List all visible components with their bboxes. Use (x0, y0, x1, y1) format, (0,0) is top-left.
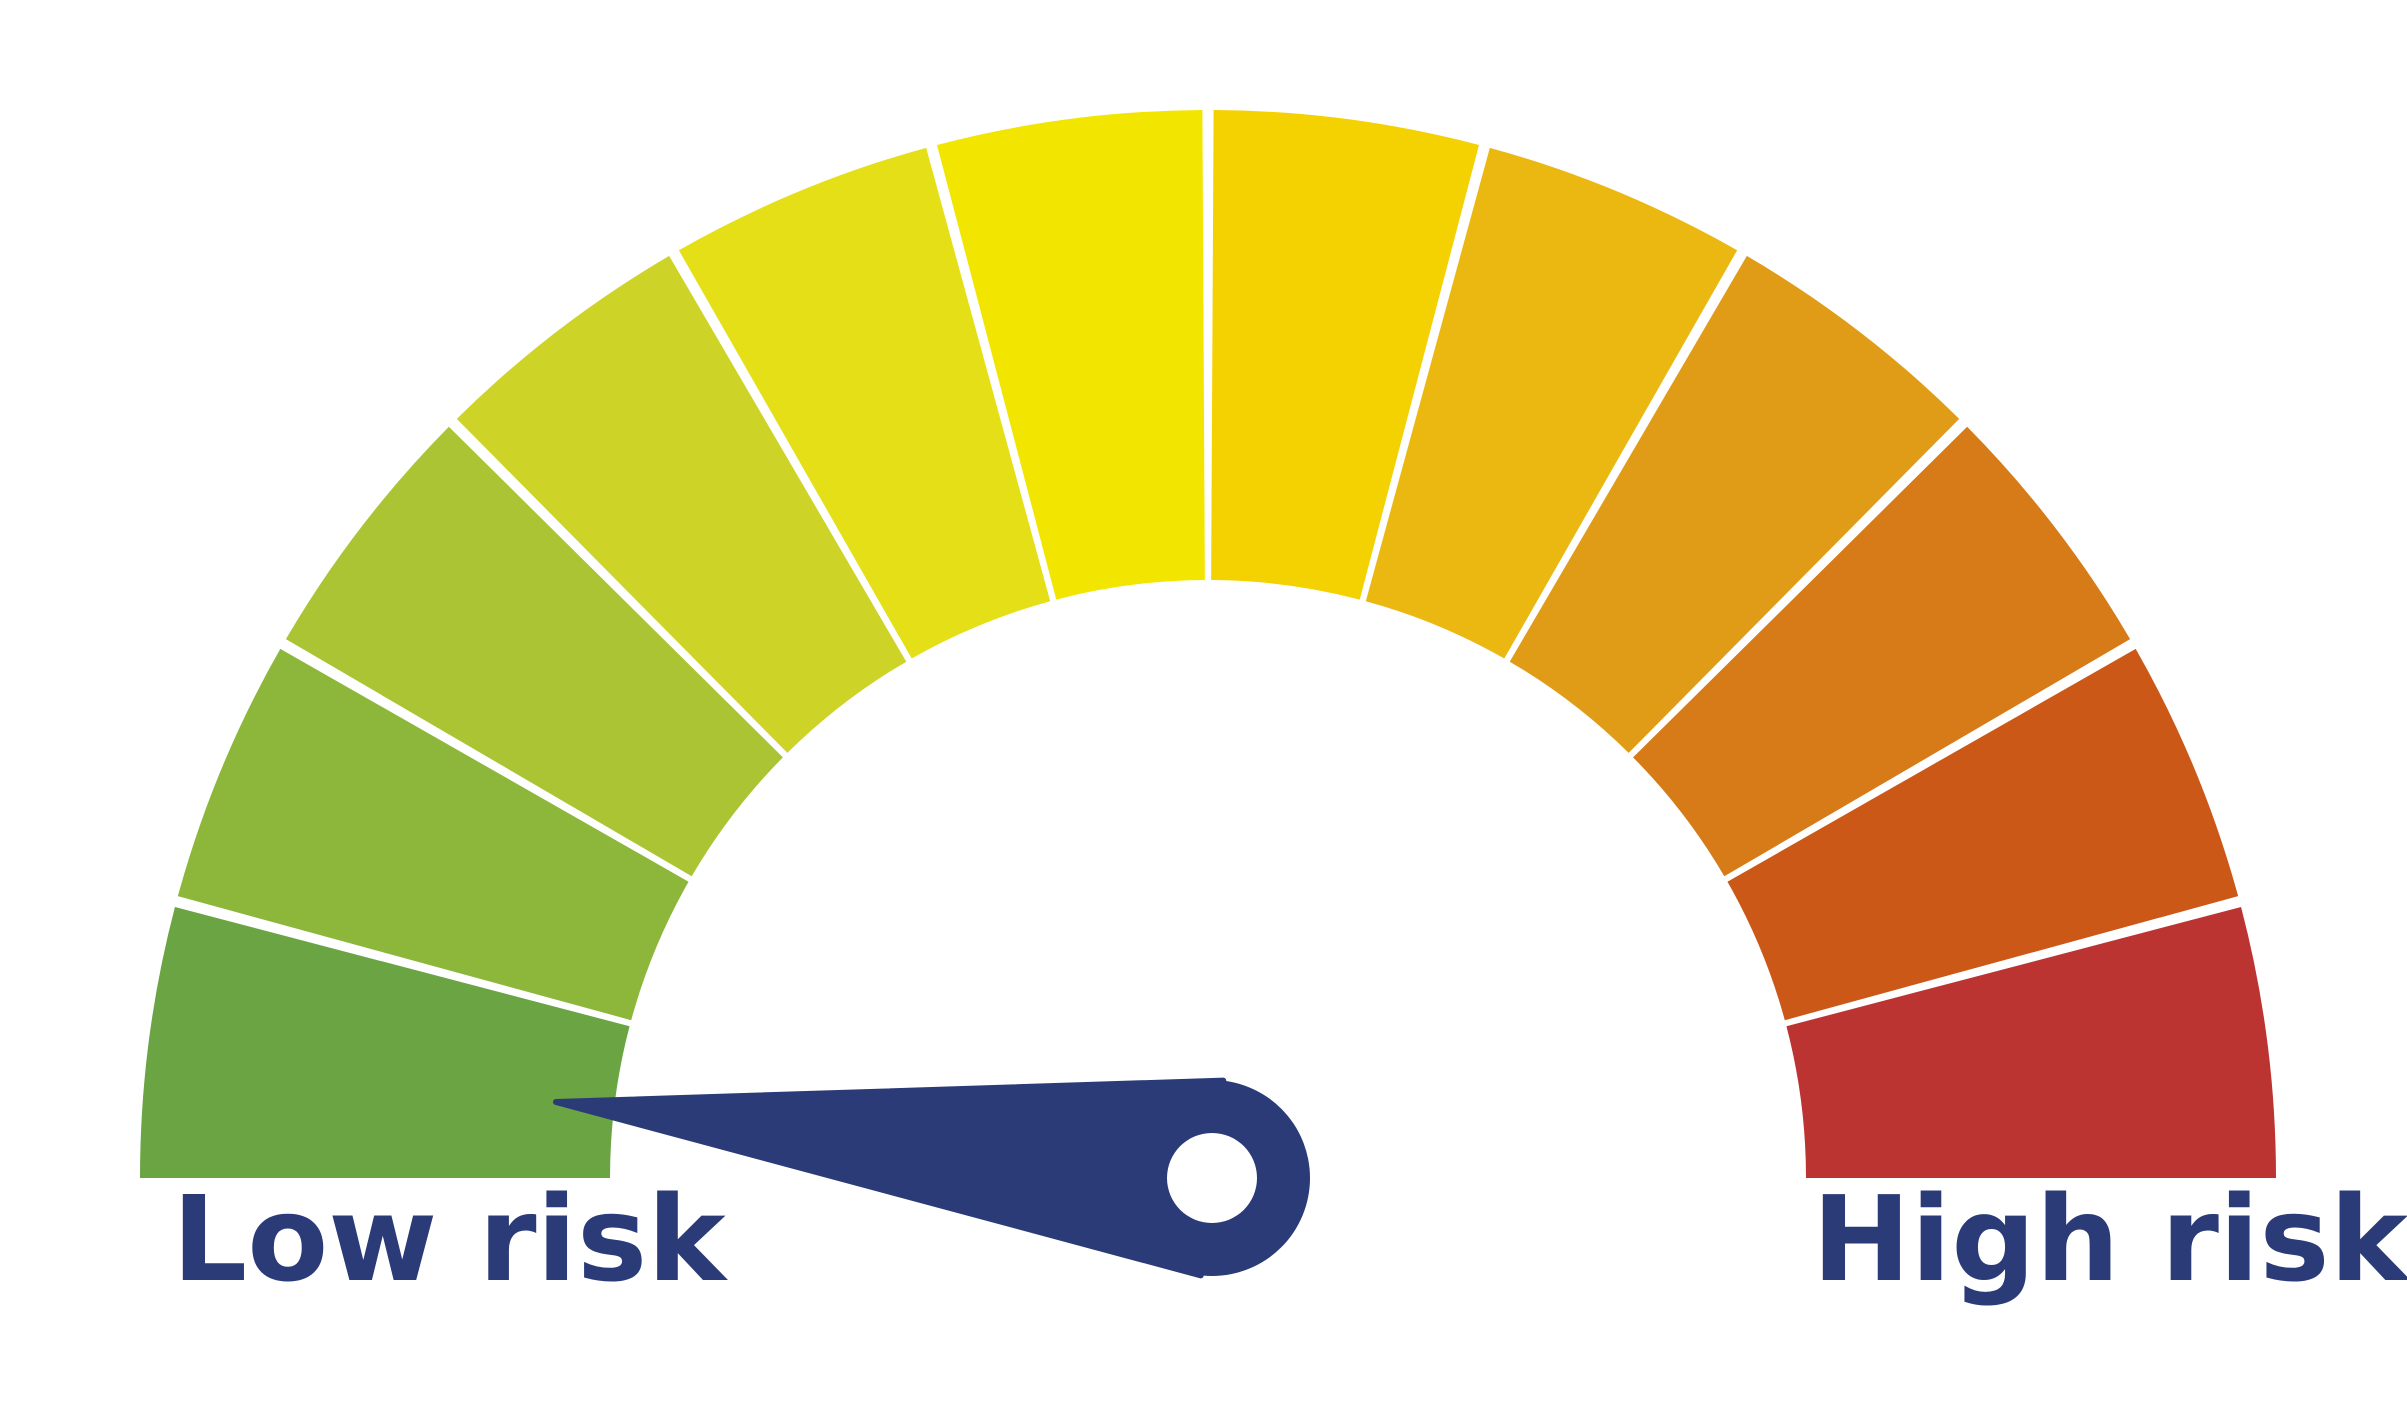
gauge-segment-12 (1786, 907, 2276, 1178)
gauge-segment-9 (1509, 255, 1960, 753)
gauge-segment-8 (1365, 147, 1738, 659)
gauge-segment-7 (1211, 110, 1479, 600)
gauge-segment-3 (285, 426, 783, 877)
needle-hub-hole (1167, 1133, 1257, 1223)
gauge-segment-11 (1727, 648, 2239, 1021)
gauge-segment-2 (177, 648, 689, 1021)
gauge-segment-10 (1633, 426, 2131, 877)
gauge-segment-6 (937, 110, 1205, 600)
gauge-segment-4 (456, 255, 907, 753)
gauge-segments (140, 110, 2276, 1178)
low-risk-label: Low risk (172, 1170, 726, 1308)
gauge-segment-5 (678, 147, 1051, 659)
gauge-segment-1 (140, 907, 630, 1178)
gauge-needle (553, 1077, 1310, 1279)
high-risk-label: High risk (1812, 1170, 2407, 1308)
